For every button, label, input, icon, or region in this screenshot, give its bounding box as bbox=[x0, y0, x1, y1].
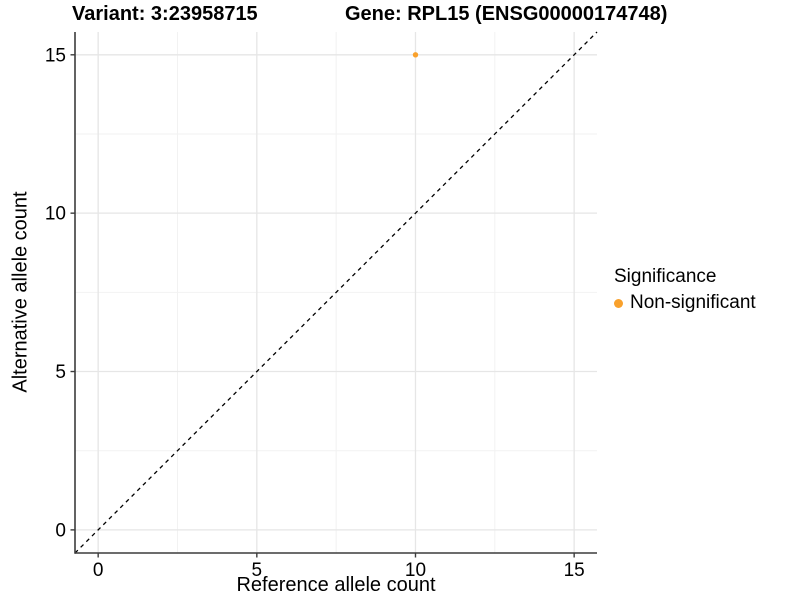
data-point bbox=[412, 52, 419, 58]
plot-title-variant: Variant: 3:23958715 bbox=[72, 3, 258, 25]
x-tick-label: 0 bbox=[93, 560, 104, 581]
x-tick-label: 5 bbox=[252, 560, 263, 581]
x-tick-label: 10 bbox=[405, 560, 426, 581]
y-tick-label: 15 bbox=[45, 45, 66, 66]
x-axis-title: Reference allele count bbox=[236, 574, 436, 596]
legend-item: Non-significant bbox=[614, 292, 756, 314]
y-axis-title: Alternative allele count bbox=[9, 191, 32, 393]
legend-point-icon bbox=[614, 298, 623, 308]
y-tick-label: 5 bbox=[55, 362, 66, 383]
identity-line bbox=[74, 31, 598, 554]
plot-title-gene: Gene: RPL15 (ENSG00000174748) bbox=[345, 3, 668, 25]
legend-title: Significance bbox=[614, 266, 717, 287]
legend: Significance Non-significant bbox=[614, 266, 756, 314]
legend-items: Non-significant bbox=[614, 292, 756, 314]
legend-label: Non-significant bbox=[630, 292, 756, 313]
x-tick-label: 15 bbox=[564, 560, 585, 581]
y-tick-label: 10 bbox=[45, 204, 66, 225]
y-tick-label: 0 bbox=[55, 520, 66, 541]
